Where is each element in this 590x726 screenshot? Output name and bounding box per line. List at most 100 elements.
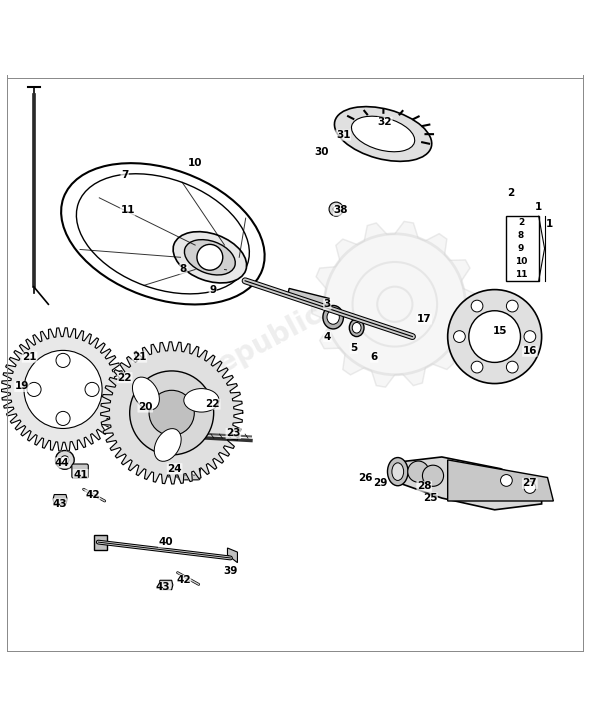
Polygon shape (287, 288, 329, 307)
Ellipse shape (352, 116, 415, 152)
Circle shape (171, 468, 175, 472)
Circle shape (408, 461, 429, 482)
Text: 26: 26 (358, 473, 373, 483)
Ellipse shape (349, 319, 364, 337)
Polygon shape (1, 328, 124, 451)
Polygon shape (53, 494, 67, 504)
Text: 27: 27 (523, 478, 537, 489)
Polygon shape (159, 580, 173, 590)
Text: 40: 40 (159, 537, 173, 547)
FancyBboxPatch shape (72, 464, 88, 478)
Ellipse shape (154, 428, 181, 461)
Text: 2: 2 (507, 188, 514, 197)
Text: 42: 42 (176, 575, 191, 585)
Text: 44: 44 (54, 458, 69, 468)
Text: 5: 5 (350, 343, 358, 354)
Circle shape (506, 300, 518, 312)
Circle shape (471, 300, 483, 312)
Text: 21: 21 (22, 352, 37, 362)
Circle shape (192, 470, 196, 475)
Ellipse shape (392, 463, 404, 481)
Text: 10: 10 (188, 158, 202, 168)
Text: 1: 1 (535, 203, 542, 213)
Circle shape (56, 354, 70, 367)
Circle shape (469, 311, 520, 362)
Text: 43: 43 (53, 499, 67, 509)
Circle shape (329, 202, 343, 216)
Text: 19: 19 (15, 381, 29, 391)
Circle shape (524, 331, 536, 343)
FancyBboxPatch shape (178, 466, 201, 480)
Text: 17: 17 (417, 314, 431, 324)
Ellipse shape (173, 232, 247, 283)
Text: 8: 8 (180, 264, 187, 274)
Text: 43: 43 (156, 582, 170, 592)
Text: 32: 32 (378, 117, 392, 127)
Text: 3: 3 (324, 299, 331, 309)
Text: 4: 4 (323, 332, 331, 341)
Polygon shape (392, 457, 542, 510)
Circle shape (448, 290, 542, 383)
Text: 11: 11 (514, 270, 527, 279)
Text: 25: 25 (423, 493, 437, 503)
Text: 9: 9 (209, 285, 217, 295)
FancyBboxPatch shape (166, 463, 189, 477)
Polygon shape (312, 221, 478, 387)
Text: 41: 41 (73, 470, 88, 480)
Ellipse shape (388, 457, 408, 486)
Text: 38: 38 (333, 205, 348, 216)
Polygon shape (448, 460, 553, 501)
Text: 22: 22 (205, 399, 220, 409)
Circle shape (333, 206, 339, 212)
Circle shape (471, 362, 483, 373)
Bar (506, 216, 539, 281)
Text: 29: 29 (373, 478, 387, 489)
Bar (94, 535, 107, 550)
Text: 30: 30 (314, 147, 329, 157)
Polygon shape (101, 342, 242, 484)
Text: 11: 11 (120, 205, 135, 216)
Text: 9: 9 (518, 244, 524, 253)
Text: 7: 7 (121, 170, 129, 180)
Text: 21: 21 (132, 352, 147, 362)
Circle shape (500, 475, 512, 486)
Circle shape (197, 245, 223, 270)
Circle shape (180, 468, 185, 472)
Circle shape (61, 456, 69, 464)
Circle shape (27, 383, 41, 396)
Circle shape (422, 465, 444, 486)
Text: 16: 16 (523, 346, 537, 356)
Circle shape (182, 470, 187, 475)
Ellipse shape (327, 310, 339, 325)
Text: 8: 8 (518, 231, 524, 240)
Text: 2: 2 (518, 218, 524, 227)
Text: 10: 10 (514, 257, 527, 266)
Text: 28: 28 (417, 481, 431, 492)
Text: 20: 20 (138, 402, 152, 412)
Circle shape (454, 331, 466, 343)
Text: 15: 15 (493, 326, 508, 335)
Circle shape (85, 383, 99, 396)
Text: PartsRepublic: PartsRepublic (122, 300, 327, 426)
Circle shape (55, 451, 74, 469)
Ellipse shape (335, 107, 432, 161)
Text: 31: 31 (336, 130, 350, 140)
Text: 39: 39 (223, 566, 238, 576)
Text: 1: 1 (546, 219, 553, 229)
Circle shape (24, 351, 102, 428)
Text: 22: 22 (117, 372, 132, 383)
Ellipse shape (352, 322, 361, 333)
Circle shape (56, 412, 70, 425)
Polygon shape (228, 548, 237, 563)
Circle shape (149, 391, 194, 436)
Ellipse shape (185, 240, 235, 275)
Circle shape (506, 362, 518, 373)
Text: 6: 6 (371, 352, 378, 362)
Ellipse shape (184, 388, 219, 412)
Text: 23: 23 (226, 428, 241, 439)
Circle shape (130, 371, 214, 455)
Ellipse shape (133, 377, 159, 409)
Ellipse shape (323, 306, 343, 329)
Text: 42: 42 (85, 490, 100, 500)
Text: 24: 24 (168, 464, 182, 473)
